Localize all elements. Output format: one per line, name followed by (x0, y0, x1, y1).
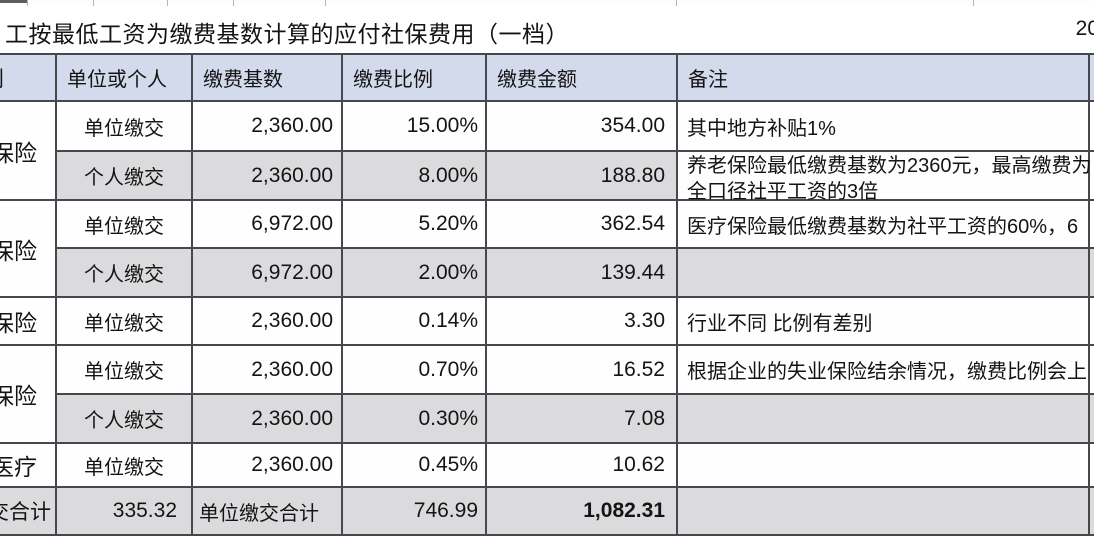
year-cell[interactable]: 20 (1075, 17, 1094, 40)
cell-amount[interactable]: 354.00 (487, 102, 678, 152)
cell-remark[interactable]: 行业不同 比例有差别 (678, 298, 1090, 346)
cell-remark[interactable]: 医疗保险最低缴费基数为社平工资的60%，6 (678, 201, 1090, 249)
column-header-amount[interactable]: 缴费金额 (487, 55, 678, 102)
cell-rate[interactable]: 8.00% (343, 152, 487, 201)
edge-sliver-cell (1090, 55, 1094, 102)
cell-remark[interactable] (678, 249, 1090, 298)
remark-wrapped-text: 养老保险最低缴费基数为2360元，最高缴费为 全口径社平工资的3倍 (687, 155, 1092, 203)
edge-sliver-cell (1090, 488, 1094, 536)
cell-remark[interactable] (678, 488, 1090, 536)
cell-amount[interactable]: 3.30 (487, 298, 678, 346)
sheet-title[interactable]: 工按最低工资为缴费基数计算的应付社保费用（一档） (5, 21, 569, 47)
cell-remark[interactable] (678, 395, 1090, 444)
insurance-group-label: 保险 (0, 383, 37, 409)
cell-amount[interactable]: 362.54 (487, 201, 678, 249)
cell-amount[interactable]: 16.52 (487, 346, 678, 395)
cell-rate[interactable]: 0.14% (343, 298, 487, 346)
cell-base[interactable]: 2,360.00 (193, 298, 343, 346)
column-header-payer[interactable]: 单位或个人 (57, 55, 193, 102)
cell-base[interactable]: 6,972.00 (193, 249, 343, 298)
cell-payer[interactable]: 单位缴交 (57, 102, 193, 152)
title-row[interactable]: 工按最低工资为缴费基数计算的应付社保费用（一档） 20 (0, 6, 1094, 53)
insurance-group-label: 保险 (0, 310, 37, 336)
edge-sliver-cell (1090, 346, 1094, 395)
cell-unit-total[interactable]: 746.99 (343, 488, 487, 536)
cell-payer[interactable]: 单位缴交 (57, 444, 193, 488)
cell-amount[interactable]: 139.44 (487, 249, 678, 298)
edge-sliver-cell (1090, 395, 1094, 444)
insurance-group-unemployment[interactable]: 保险 (0, 346, 57, 444)
cell-amount[interactable]: 188.80 (487, 152, 678, 201)
edge-sliver-cell (1090, 444, 1094, 488)
column-header-base[interactable]: 缴费基数 (193, 55, 343, 102)
cell-base[interactable]: 2,360.00 (193, 102, 343, 152)
insurance-group-label: 保险 (0, 139, 37, 166)
social-insurance-table: 别 保险 保险 保险 保险 医疗 交合计 单位或个人 缴费基数 缴费比例 缴费金… (0, 53, 1094, 536)
gridline-fragment (676, 0, 677, 6)
cell-payer[interactable]: 个人缴交 (57, 152, 193, 201)
gridline-fragment (973, 0, 974, 6)
cell-remark[interactable]: 养老保险最低缴费基数为2360元，最高缴费为 全口径社平工资的3倍 (678, 152, 1092, 203)
column-header-rate[interactable]: 缴费比例 (343, 55, 487, 102)
cell-remark[interactable] (678, 444, 1090, 488)
cell-base[interactable]: 2,360.00 (193, 152, 343, 201)
cell-rate[interactable]: 0.30% (343, 395, 487, 444)
cell-payer[interactable]: 个人缴交 (57, 249, 193, 298)
cell-payer[interactable]: 单位缴交 (57, 201, 193, 249)
cell-rate[interactable]: 0.70% (343, 346, 487, 395)
cell-base[interactable]: 2,360.00 (193, 444, 343, 488)
cell-rate[interactable]: 5.20% (343, 201, 487, 249)
cell-base[interactable]: 2,360.00 (193, 346, 343, 395)
insurance-group-supplementary-medical[interactable]: 医疗 (0, 444, 57, 488)
column-header-category-label: 别 (0, 63, 4, 93)
cell-rate[interactable]: 0.45% (343, 444, 487, 488)
cell-unit-total-label[interactable]: 单位缴交合计 (193, 488, 343, 536)
edge-sliver-cell (1090, 102, 1094, 152)
cell-remark[interactable]: 其中地方补贴1% (678, 102, 1090, 152)
cell-amount[interactable]: 7.08 (487, 395, 678, 444)
gridline-fragment (0, 0, 27, 3)
insurance-group-pension[interactable]: 保险 (0, 102, 57, 201)
gridline-fragment (167, 0, 168, 6)
cell-payer[interactable]: 单位缴交 (57, 298, 193, 346)
cell-grand-total[interactable]: 1,082.31 (487, 488, 678, 536)
gridline-fragment (325, 0, 326, 6)
insurance-group-label: 医疗 (0, 454, 37, 480)
insurance-group-medical[interactable]: 保险 (0, 201, 57, 298)
gridline-fragment (233, 0, 234, 6)
edge-sliver-cell (1090, 249, 1094, 298)
insurance-group-injury[interactable]: 保险 (0, 298, 57, 346)
cell-payer[interactable]: 单位缴交 (57, 346, 193, 395)
column-header-remark[interactable]: 备注 (678, 55, 1090, 102)
total-category-label: 交合计 (0, 501, 51, 524)
edge-sliver-cell (1090, 298, 1094, 346)
cell-remark[interactable]: 根据企业的失业保险结余情况，缴费比例会上 (678, 346, 1090, 395)
edge-sliver-cell (1090, 152, 1094, 201)
column-header-category[interactable]: 别 (0, 55, 57, 102)
cell-rate[interactable]: 2.00% (343, 249, 487, 298)
total-row-category-cell[interactable]: 交合计 (0, 488, 57, 536)
cell-amount[interactable]: 10.62 (487, 444, 678, 488)
insurance-group-label: 保险 (0, 237, 37, 264)
cell-base[interactable]: 2,360.00 (193, 395, 343, 444)
cell-base[interactable]: 6,972.00 (193, 201, 343, 249)
cell-personal-total[interactable]: 335.32 (57, 488, 193, 536)
gridline-fragment (27, 0, 28, 6)
cell-rate[interactable]: 15.00% (343, 102, 487, 152)
edge-sliver-cell (1090, 201, 1094, 249)
gridline-fragment (93, 0, 94, 6)
cell-payer[interactable]: 个人缴交 (57, 395, 193, 444)
